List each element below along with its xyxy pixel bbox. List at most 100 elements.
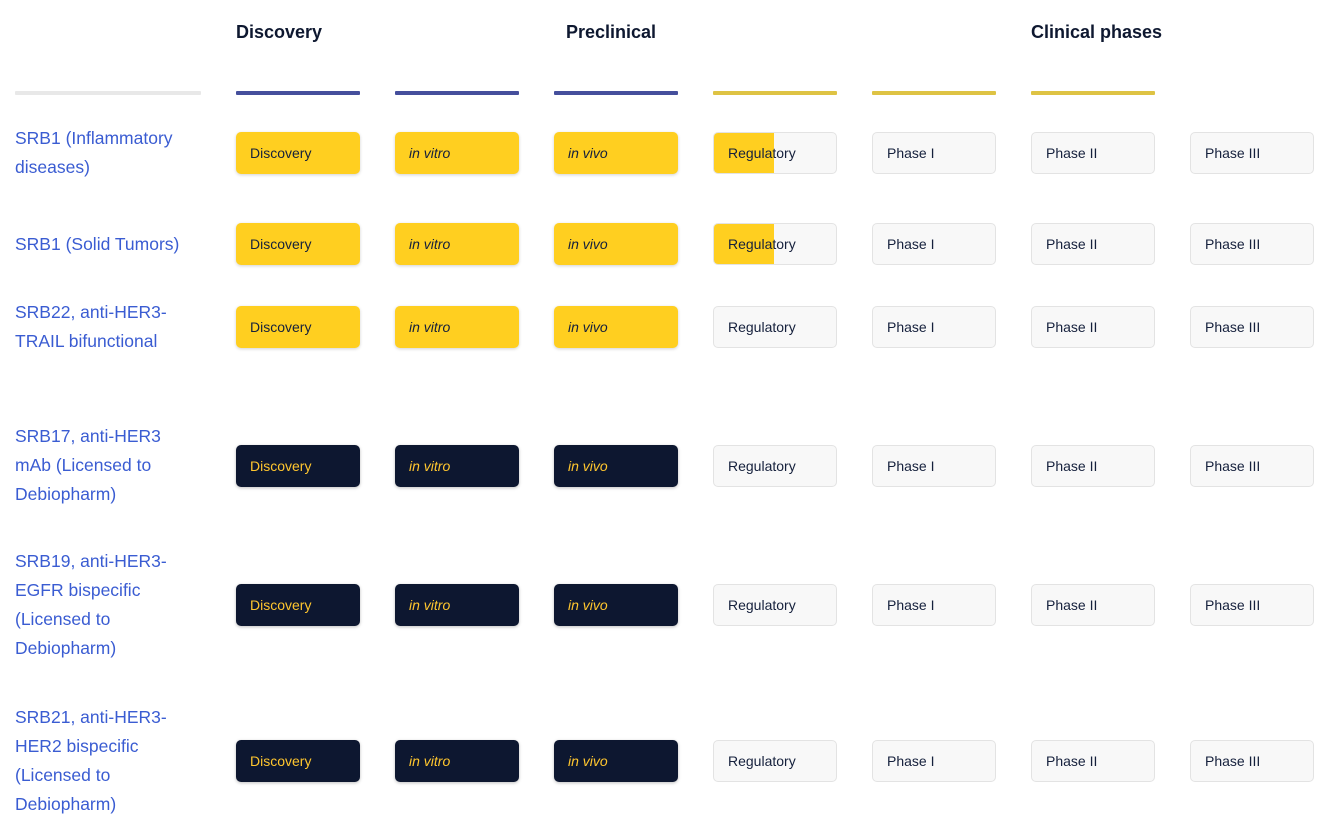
stage-cell-phase-iii: Phase III <box>1190 223 1314 265</box>
stage-cell-label: in vitro <box>409 145 451 161</box>
column-progress-bars <box>15 91 1329 95</box>
stage-cell-label: in vitro <box>409 236 451 252</box>
stage-cell-phase-ii: Phase II <box>1031 223 1155 265</box>
group-header-clinical-phases: Clinical phases <box>1031 22 1163 42</box>
pipeline-row: SRB1 (Solid Tumors) Discovery in vitro in v… <box>15 223 1329 265</box>
program-label[interactable]: SRB1 (Solid Tumors) <box>15 233 180 254</box>
stage-cell-label: Discovery <box>250 145 312 161</box>
stage-cell-phase-iii: Phase III <box>1190 740 1314 782</box>
stage-cell-in-vitro: in vitro <box>395 444 519 487</box>
stage-cell-label: Phase III <box>1205 457 1261 474</box>
phase-group-headers: Discovery Preclinical Clinical phases <box>15 20 1329 45</box>
group-header-preclinical: Preclinical <box>566 22 657 42</box>
stage-cell-label: Phase I <box>887 145 935 161</box>
pipeline-rows: SRB1 (Inflammatory diseases) Discovery in … <box>15 124 1329 819</box>
stage-cell-label: Phase II <box>1046 597 1098 613</box>
stage-cell-label: Regulatory <box>728 319 796 335</box>
stage-cell-label: in vivo <box>568 753 608 769</box>
stage-cell-label: Phase II <box>1046 145 1098 161</box>
stage-cell-label: Phase III <box>1205 236 1261 252</box>
pipeline-row: SRB19, anti-HER3-EGFR bispecific (Licens… <box>15 547 1329 663</box>
stage-cell-phase-iii: Phase III <box>1190 306 1314 348</box>
stage-cell-label: Phase I <box>887 236 935 252</box>
stage-cell-label: in vitro <box>409 597 451 613</box>
stage-cell-label: Phase II <box>1046 457 1098 474</box>
progress-bar-phase-i <box>713 91 837 95</box>
progress-bar-phase-ii <box>872 91 996 95</box>
stage-cell-label: Regulatory <box>728 145 796 161</box>
stage-cell-discovery: Discovery <box>236 444 360 487</box>
pipeline-row: SRB21, anti-HER3-HER2 bispecific (Licens… <box>15 703 1329 819</box>
stage-cell-label: in vitro <box>409 753 451 769</box>
stage-cell-phase-iii: Phase III <box>1190 444 1314 487</box>
stage-cell-discovery: Discovery <box>236 740 360 782</box>
stage-cell-label: Discovery <box>250 753 312 769</box>
stage-cell-phase-iii: Phase III <box>1190 584 1314 626</box>
stage-cell-phase-iii: Phase III <box>1190 132 1314 174</box>
stage-cell-phase-i: Phase I <box>872 584 996 626</box>
stage-cell-in-vitro: in vitro <box>395 584 519 626</box>
stage-cell-label: Phase I <box>887 457 935 474</box>
stage-cell-regulatory: Regulatory <box>713 740 837 782</box>
stage-cell-phase-ii: Phase II <box>1031 584 1155 626</box>
stage-cell-in-vitro: in vitro <box>395 306 519 348</box>
stage-cell-label: Phase III <box>1205 753 1261 769</box>
stage-cell-regulatory: Regulatory <box>713 584 837 626</box>
stage-cell-in-vivo: in vivo <box>554 132 678 174</box>
stage-cell-label: Phase II <box>1046 236 1098 252</box>
stage-cell-label: in vitro <box>409 457 451 474</box>
pipeline-row: SRB17, anti-HER3 mAb (Licensed to Debiop… <box>15 422 1329 509</box>
progress-bar-in-vitro <box>236 91 360 95</box>
stage-cell-label: Discovery <box>250 457 312 474</box>
stage-cell-label: in vitro <box>409 319 451 335</box>
stage-cell-phase-ii: Phase II <box>1031 306 1155 348</box>
stage-cell-regulatory: Regulatory <box>713 223 837 265</box>
program-label[interactable]: SRB21, anti-HER3-HER2 bispecific (Licens… <box>15 707 167 814</box>
progress-fill <box>714 133 774 173</box>
stage-cell-label: in vivo <box>568 319 608 335</box>
stage-cell-label: in vivo <box>568 457 608 474</box>
stage-cell-label: Phase I <box>887 753 935 769</box>
pipeline-row: SRB1 (Inflammatory diseases) Discovery in … <box>15 124 1329 182</box>
stage-cell-label: Phase I <box>887 319 935 335</box>
program-label[interactable]: SRB19, anti-HER3-EGFR bispecific (Licens… <box>15 551 167 658</box>
program-label[interactable]: SRB22, anti-HER3-TRAIL bifunctional <box>15 302 167 351</box>
stage-cell-label: Phase III <box>1205 145 1261 161</box>
pipeline-row: SRB22, anti-HER3-TRAIL bifunctional Disco… <box>15 298 1329 356</box>
progress-bar-in-vivo <box>395 91 519 95</box>
stage-cell-discovery: Discovery <box>236 132 360 174</box>
stage-cell-regulatory: Regulatory <box>713 132 837 174</box>
stage-cell-regulatory: Regulatory <box>713 306 837 348</box>
stage-cell-phase-i: Phase I <box>872 132 996 174</box>
stage-cell-label: Phase III <box>1205 597 1261 613</box>
stage-cell-label: Regulatory <box>728 597 796 613</box>
stage-cell-phase-i: Phase I <box>872 223 996 265</box>
program-label[interactable]: SRB1 (Inflammatory diseases) <box>15 128 173 177</box>
stage-cell-phase-i: Phase I <box>872 444 996 487</box>
stage-cell-phase-ii: Phase II <box>1031 740 1155 782</box>
stage-cell-label: Regulatory <box>728 236 796 252</box>
stage-cell-in-vivo: in vivo <box>554 306 678 348</box>
stage-cell-phase-i: Phase I <box>872 306 996 348</box>
stage-cell-discovery: Discovery <box>236 223 360 265</box>
stage-cell-in-vivo: in vivo <box>554 584 678 626</box>
stage-cell-in-vitro: in vitro <box>395 740 519 782</box>
stage-cell-in-vivo: in vivo <box>554 444 678 487</box>
bars-row-spacer <box>1190 91 1314 95</box>
program-label[interactable]: SRB17, anti-HER3 mAb (Licensed to Debiop… <box>15 426 161 504</box>
stage-cell-phase-ii: Phase II <box>1031 444 1155 487</box>
stage-cell-label: Regulatory <box>728 753 796 769</box>
stage-cell-phase-ii: Phase II <box>1031 132 1155 174</box>
stage-cell-discovery: Discovery <box>236 584 360 626</box>
stage-cell-in-vitro: in vitro <box>395 132 519 174</box>
progress-bar-regulatory <box>554 91 678 95</box>
stage-cell-label: Discovery <box>250 236 312 252</box>
stage-cell-label: Phase I <box>887 597 935 613</box>
stage-cell-label: Discovery <box>250 319 312 335</box>
stage-cell-label: in vivo <box>568 597 608 613</box>
stage-cell-label: Phase II <box>1046 319 1098 335</box>
stage-cell-label: Phase II <box>1046 753 1098 769</box>
stage-cell-label: in vivo <box>568 145 608 161</box>
stage-cell-in-vivo: in vivo <box>554 740 678 782</box>
